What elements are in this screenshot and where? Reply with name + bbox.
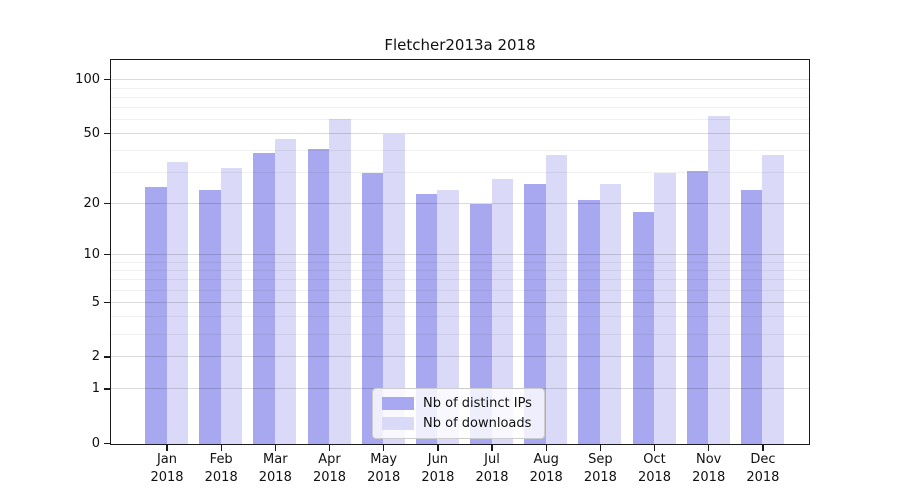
x-tick-mark-mar: [274, 445, 276, 451]
y-tick-mark-2: [104, 356, 110, 358]
bar-distinct-ips-sep: [578, 200, 600, 444]
gridline-minor-80: [111, 96, 809, 98]
bar-distinct-ips-dec: [740, 190, 763, 444]
y-tick-mark-1: [104, 388, 110, 390]
bar-downloads-feb: [220, 168, 243, 444]
bar-downloads-dec: [762, 155, 784, 444]
y-tick-mark-10: [104, 253, 110, 256]
gridline-major-100: [111, 79, 809, 81]
gridline-minor-8: [111, 269, 809, 271]
y-tick-label-2: 2: [91, 349, 100, 365]
bar-distinct-ips-nov: [686, 170, 709, 444]
x-tick-label-jun: Jun 2018: [421, 452, 455, 485]
x-tick-label-feb: Feb 2018: [204, 452, 238, 485]
bar-downloads-mar: [274, 138, 297, 444]
x-tick-label-jul: Jul 2018: [475, 452, 509, 485]
x-tick-label-mar: Mar 2018: [258, 452, 292, 485]
bar-distinct-ips-jul: [470, 204, 492, 444]
legend-item-distinct-ips: Nb of distinct IPs: [382, 396, 532, 411]
bar-downloads-sep: [599, 184, 622, 444]
x-tick-mark-jan: [166, 445, 168, 451]
y-tick-label-50: 50: [83, 126, 100, 142]
y-tick-mark-5: [104, 301, 110, 303]
gridline-minor-40: [111, 150, 809, 152]
x-tick-label-nov: Nov 2018: [692, 452, 726, 485]
legend-swatch-distinct-ips: [382, 397, 414, 410]
legend: Nb of distinct IPs Nb of downloads: [372, 388, 545, 439]
bar-downloads-jan: [166, 161, 188, 444]
plot-area: [110, 59, 810, 445]
y-tick-mark-20: [104, 202, 110, 205]
x-tick-label-sep: Sep 2018: [583, 452, 617, 485]
x-tick-label-aug: Aug 2018: [529, 452, 563, 485]
gridline-minor-3: [111, 333, 809, 335]
gridline-minor-6: [111, 289, 809, 291]
y-tick-mark-50: [104, 132, 110, 135]
gridline-minor-7: [111, 279, 809, 281]
y-tick-label-5: 5: [91, 294, 100, 310]
bar-distinct-ips-aug: [524, 184, 546, 444]
x-tick-mark-nov: [708, 445, 710, 451]
gridline-minor-30: [111, 172, 809, 174]
legend-item-downloads: Nb of downloads: [382, 416, 532, 431]
x-tick-label-apr: Apr 2018: [312, 452, 347, 485]
bars-layer: [111, 60, 809, 444]
bar-distinct-ips-may: [361, 173, 384, 444]
bar-distinct-ips-mar: [253, 153, 275, 444]
bar-distinct-ips-apr: [307, 149, 329, 444]
x-tick-mark-jun: [437, 445, 439, 451]
legend-label-downloads: Nb of downloads: [423, 416, 532, 431]
y-tick-mark-100: [104, 79, 110, 81]
y-tick-label-20: 20: [83, 196, 100, 212]
bar-downloads-jun: [437, 190, 459, 444]
x-tick-mark-jul: [491, 445, 493, 451]
x-tick-mark-may: [383, 445, 385, 451]
x-tick-label-jan: Jan 2018: [150, 452, 184, 485]
chart-title: Fletcher2013a 2018: [384, 36, 536, 54]
bar-downloads-may: [383, 134, 405, 444]
x-tick-label-dec: Dec 2018: [746, 452, 780, 485]
gridline-major-5: [111, 301, 809, 303]
x-tick-mark-sep: [599, 445, 602, 451]
bar-downloads-nov: [708, 116, 730, 444]
y-tick-label-1: 1: [91, 381, 100, 397]
x-tick-mark-aug: [545, 445, 547, 451]
legend-swatch-downloads: [382, 417, 414, 430]
x-tick-mark-feb: [220, 445, 222, 451]
x-tick-mark-apr: [328, 445, 331, 451]
bar-downloads-oct: [654, 173, 676, 444]
y-tick-mark-0: [104, 442, 110, 445]
gridline-minor-60: [111, 119, 809, 120]
bar-downloads-aug: [545, 155, 568, 444]
x-tick-mark-dec: [762, 445, 764, 451]
bar-distinct-ips-feb: [199, 190, 221, 444]
gridline-major-2: [111, 356, 809, 358]
y-tick-label-10: 10: [83, 247, 100, 263]
gridline-minor-90: [111, 87, 809, 89]
gridline-major-10: [111, 254, 809, 255]
gridline-major-50: [111, 133, 809, 135]
gridline-minor-70: [111, 107, 809, 109]
gridline-minor-4: [111, 316, 809, 318]
gridline-major-20: [111, 203, 809, 205]
bar-distinct-ips-jan: [145, 187, 167, 444]
y-tick-label-0: 0: [91, 436, 100, 451]
x-tick-label-oct: Oct 2018: [637, 452, 672, 485]
bar-downloads-apr: [329, 118, 351, 444]
gridline-minor-9: [111, 261, 809, 263]
bar-distinct-ips-jun: [415, 193, 438, 444]
grid-layer: [111, 60, 809, 444]
legend-label-distinct-ips: Nb of distinct IPs: [423, 396, 532, 411]
bar-downloads-jul: [491, 178, 513, 444]
x-tick-label-may: May 2018: [367, 452, 401, 485]
x-tick-mark-oct: [653, 445, 656, 451]
y-tick-label-100: 100: [75, 72, 100, 88]
bar-distinct-ips-oct: [632, 211, 654, 444]
